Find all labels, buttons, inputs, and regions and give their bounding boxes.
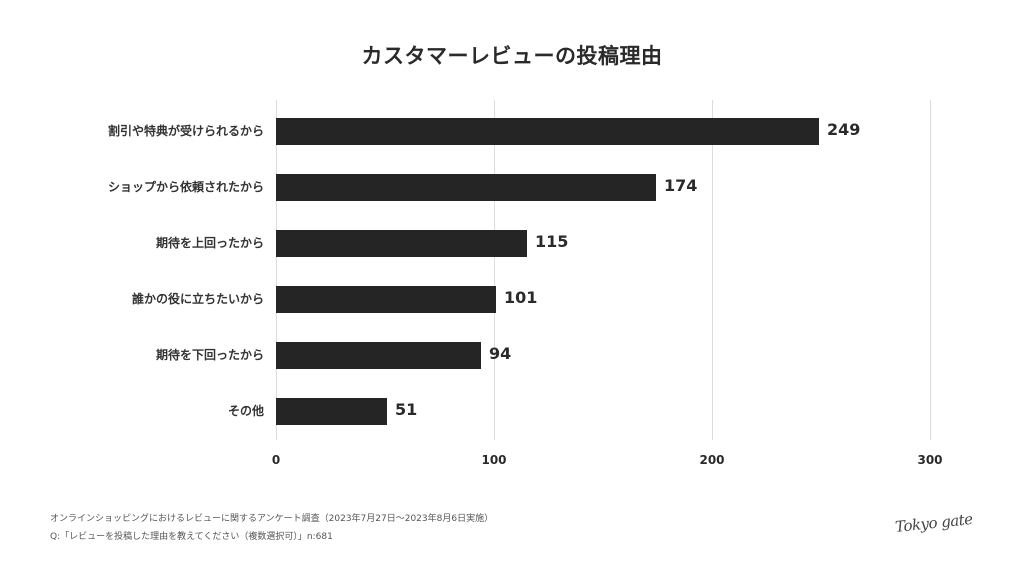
bar	[276, 118, 819, 145]
x-tick-label: 300	[917, 453, 943, 467]
survey-source-note: オンラインショッピングにおけるレビューに関するアンケート調査（2023年7月27…	[50, 514, 494, 524]
bar-value-label: 115	[535, 232, 569, 251]
bar-value-label: 94	[489, 344, 512, 363]
bar	[276, 398, 387, 425]
category-label: ショップから依頼されたから	[107, 180, 264, 194]
x-tick-label: 100	[481, 453, 507, 467]
bar-value-label: 174	[664, 176, 698, 195]
x-tick-label: 200	[699, 453, 725, 467]
bar-value-label: 249	[827, 120, 861, 139]
gridline-0	[276, 100, 277, 440]
bar-value-label: 101	[504, 288, 538, 307]
gridline-300	[930, 100, 931, 440]
bar	[276, 230, 527, 257]
bar	[276, 342, 481, 369]
category-label: 期待を下回ったから	[155, 348, 264, 362]
plot-area: 249 174 115 101 94 51	[276, 100, 931, 440]
bar	[276, 286, 496, 313]
survey-question-note: Q:「レビューを投稿した理由を教えてください（複数選択可）」n:681	[50, 532, 333, 542]
category-label: その他	[227, 404, 264, 418]
category-label: 割引や特典が受けられるから	[107, 124, 264, 138]
bar-value-label: 51	[395, 400, 418, 419]
category-label: 誰かの役に立ちたいから	[131, 292, 264, 306]
x-tick-label: 0	[271, 453, 281, 467]
brand-logo: Tokyo gate	[894, 508, 980, 548]
gridline-100	[494, 100, 495, 440]
category-label: 期待を上回ったから	[155, 236, 264, 250]
bar	[276, 174, 656, 201]
gridline-200	[712, 100, 713, 440]
chart-title: カスタマーレビューの投稿理由	[361, 44, 663, 68]
brand-logo-text: Tokyo gate	[894, 509, 974, 537]
